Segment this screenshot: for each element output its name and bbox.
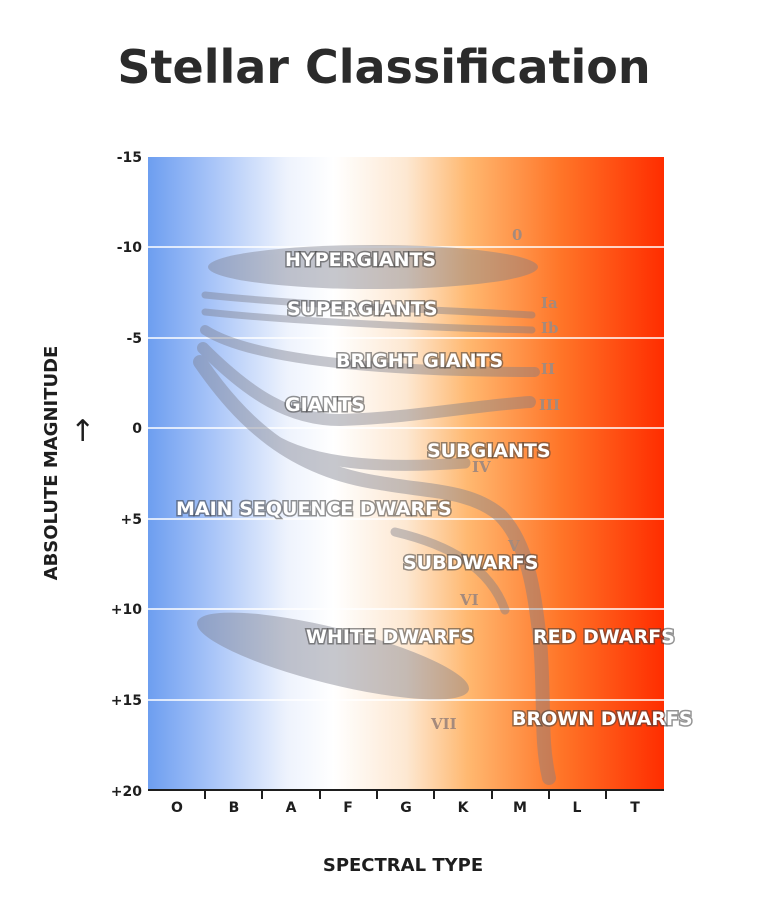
y-tick-labels: -15 -10 -5 0 +5 +10 +15 +20 [111,150,142,800]
y-tick: -15 [117,150,142,166]
lum-class-v: V [507,537,520,555]
supergiants-ia-band [201,291,536,319]
y-axis-title: ABSOLUTE MAGNITUDE [41,346,62,581]
label-red-dwarfs: RED DWARFS [533,626,675,648]
y-axis-arrow: → [65,417,100,442]
supergiants-ib-band [201,308,536,334]
x-tick-labels: O B A F G K M L T [171,800,640,816]
x-tick-g: G [400,800,412,816]
x-tick-a: A [286,800,297,816]
lum-class-vii: VII [430,715,457,733]
x-tick-b: B [229,800,240,816]
x-axis-title: SPECTRAL TYPE [323,855,483,876]
lum-class-iv: IV [472,458,491,476]
luminosity-classes: 0 Ia Ib II III IV V VI VII [430,226,560,733]
subdwarfs-band [390,527,510,615]
lum-class-ia: Ia [541,294,558,312]
lum-class-iii: III [539,396,560,414]
x-tick-f: F [343,800,353,816]
stellar-bands [193,245,556,785]
white-dwarfs-band [196,612,470,700]
label-bright-giants: BRIGHT GIANTS [336,350,503,372]
lum-class-vi: VI [459,591,479,609]
label-hypergiants: HYPERGIANTS [285,249,436,271]
hypergiants-band [208,245,538,289]
lum-class-ib: Ib [541,319,559,337]
region-labels: HYPERGIANTS SUPERGIANTS BRIGHT GIANTS GI… [175,248,695,732]
spectrum-background [148,157,664,790]
subgiants-band [256,426,471,471]
label-subdwarfs: SUBDWARFS [403,552,538,574]
x-axis-tick-marks [204,790,607,799]
label-brown-dwarfs: BROWN DWARFS [512,708,693,730]
x-tick-k: K [458,800,470,816]
x-tick-m: M [513,800,527,816]
label-subgiants: SUBGIANTS [427,440,551,462]
x-tick-l: L [573,800,582,816]
lum-class-0: 0 [512,226,522,244]
label-supergiants: SUPERGIANTS [287,298,438,320]
label-white-dwarfs: WHITE DWARFS [306,626,474,648]
x-tick-t: T [630,800,640,816]
y-tick: -5 [126,331,142,347]
y-tick: +10 [111,602,142,618]
y-tick: -10 [117,240,143,256]
bright-giants-band [200,325,540,377]
lum-class-ii: II [541,360,555,378]
y-tick: +15 [111,693,142,709]
x-tick-o: O [171,800,183,816]
y-tick: +5 [121,512,142,528]
y-tick: +20 [111,784,142,800]
x-axis: O B A F G K M L T [148,789,664,816]
label-main-sequence: MAIN SEQUENCE DWARFS [176,498,452,520]
y-tick: 0 [132,421,142,437]
grid-lines [148,246,664,701]
label-giants: GIANTS [285,394,365,416]
main-sequence-band [193,355,556,785]
giants-band [197,342,536,427]
chart-title: Stellar Classification [117,40,651,94]
